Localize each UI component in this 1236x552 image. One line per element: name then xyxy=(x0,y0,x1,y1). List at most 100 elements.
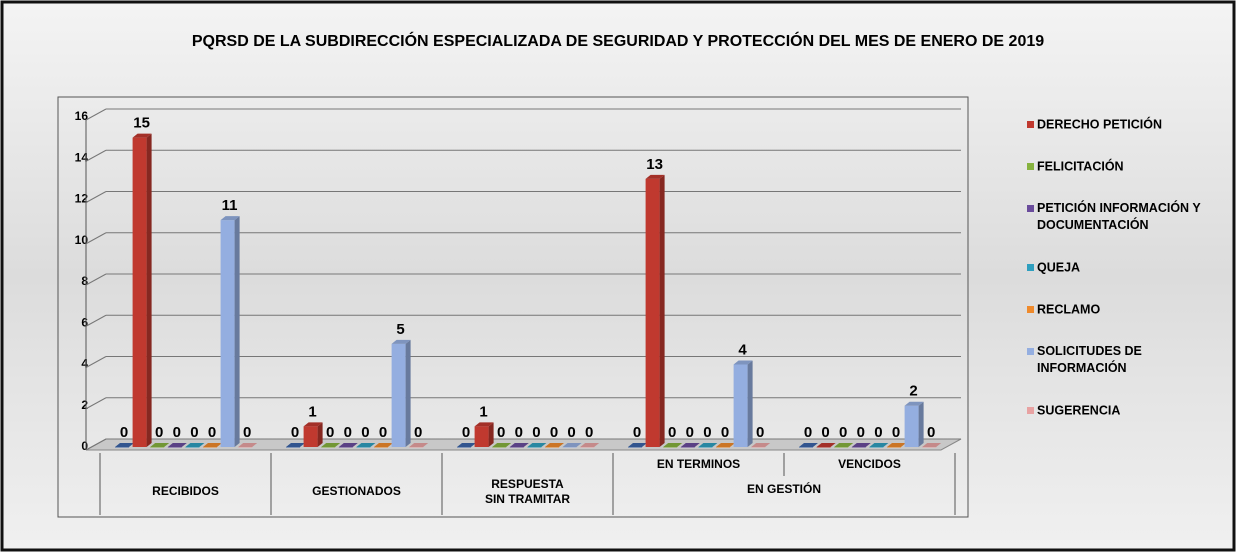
data-label: 0 xyxy=(721,424,729,441)
data-label: 0 xyxy=(497,424,505,441)
data-label: 0 xyxy=(567,424,575,441)
legend-swatch xyxy=(1027,306,1034,313)
y-tick-label: 8 xyxy=(81,274,88,288)
bar xyxy=(374,447,388,448)
bar xyxy=(905,406,919,447)
data-label: 0 xyxy=(291,424,299,441)
legend-swatch xyxy=(1027,348,1034,355)
bar xyxy=(321,447,335,448)
bar xyxy=(185,447,199,448)
bar xyxy=(150,447,164,448)
y-tick-label: 6 xyxy=(81,315,88,329)
bar xyxy=(168,447,182,448)
bar-side xyxy=(660,175,665,447)
data-label: 0 xyxy=(361,424,369,441)
background xyxy=(2,2,1234,550)
data-label: 2 xyxy=(909,383,917,400)
data-label: 0 xyxy=(344,424,352,441)
bar xyxy=(286,447,300,448)
bar xyxy=(734,365,748,448)
bar xyxy=(663,447,677,448)
data-label: 0 xyxy=(173,424,181,441)
bar xyxy=(475,426,489,447)
data-label: 0 xyxy=(155,424,163,441)
bar xyxy=(133,138,147,447)
data-label: 0 xyxy=(703,424,711,441)
bar-side xyxy=(748,361,753,448)
data-label: 0 xyxy=(414,424,422,441)
data-label: 0 xyxy=(462,424,470,441)
data-label: 5 xyxy=(396,321,404,338)
bar xyxy=(203,447,217,448)
bar-side xyxy=(235,216,240,447)
data-label: 0 xyxy=(515,424,523,441)
data-label: 0 xyxy=(633,424,641,441)
data-label: 0 xyxy=(532,424,540,441)
bar xyxy=(751,447,765,448)
legend-swatch xyxy=(1027,121,1034,128)
bar xyxy=(922,447,936,448)
group-label: GESTIONADOS xyxy=(312,484,401,498)
bar-side xyxy=(489,422,494,447)
data-label: 0 xyxy=(585,424,593,441)
legend-label: SUGERENCIA xyxy=(1037,403,1120,417)
bar xyxy=(392,344,406,447)
bar xyxy=(628,447,642,448)
bar xyxy=(716,447,730,448)
data-label: 0 xyxy=(190,424,198,441)
legend-swatch xyxy=(1027,407,1034,414)
legend-swatch xyxy=(1027,264,1034,271)
bar xyxy=(799,447,813,448)
bar xyxy=(527,447,541,448)
x-tick-label: EN TERMINOS xyxy=(657,457,740,471)
bar xyxy=(492,447,506,448)
legend-label: DERECHO PETICIÓN xyxy=(1037,116,1162,131)
bar xyxy=(646,179,660,447)
bar xyxy=(852,447,866,448)
bar xyxy=(510,447,524,448)
legend-label: QUEJA xyxy=(1037,260,1080,274)
data-label: 0 xyxy=(927,424,935,441)
data-label: 0 xyxy=(379,424,387,441)
bar xyxy=(698,447,712,448)
bar xyxy=(238,447,252,448)
data-label: 0 xyxy=(668,424,676,441)
data-label: 0 xyxy=(839,424,847,441)
bar xyxy=(817,447,831,448)
bar xyxy=(681,447,695,448)
bar xyxy=(115,447,129,448)
data-label: 0 xyxy=(857,424,865,441)
bar xyxy=(339,447,353,448)
x-tick-label: VENCIDOS xyxy=(838,457,901,471)
data-label: 0 xyxy=(326,424,334,441)
bar-side xyxy=(147,134,152,447)
y-tick-label: 2 xyxy=(81,398,88,412)
data-label: 0 xyxy=(821,424,829,441)
bar xyxy=(580,447,594,448)
group-label: RECIBIDOS xyxy=(152,484,219,498)
data-label: 0 xyxy=(550,424,558,441)
chart: PQRSD DE LA SUBDIRECCIÓN ESPECIALIZADA D… xyxy=(0,0,1236,552)
chart-title: PQRSD DE LA SUBDIRECCIÓN ESPECIALIZADA D… xyxy=(192,31,1044,50)
bar xyxy=(563,447,577,448)
bar xyxy=(356,447,370,448)
data-label: 0 xyxy=(874,424,882,441)
bar xyxy=(834,447,848,448)
data-label: 0 xyxy=(686,424,694,441)
data-label: 1 xyxy=(308,403,316,420)
y-tick-label: 0 xyxy=(81,439,88,453)
legend-swatch xyxy=(1027,163,1034,170)
data-label: 4 xyxy=(738,341,747,358)
bar xyxy=(545,447,559,448)
data-label: 0 xyxy=(120,424,128,441)
y-tick-label: 4 xyxy=(81,357,88,371)
bar-side xyxy=(406,340,411,447)
data-label: 0 xyxy=(756,424,764,441)
data-label: 0 xyxy=(892,424,900,441)
data-label: 11 xyxy=(222,197,238,214)
data-label: 0 xyxy=(243,424,251,441)
legend-swatch xyxy=(1027,205,1034,212)
data-label: 13 xyxy=(646,156,663,173)
legend-label: FELICITACIÓN xyxy=(1037,158,1124,173)
